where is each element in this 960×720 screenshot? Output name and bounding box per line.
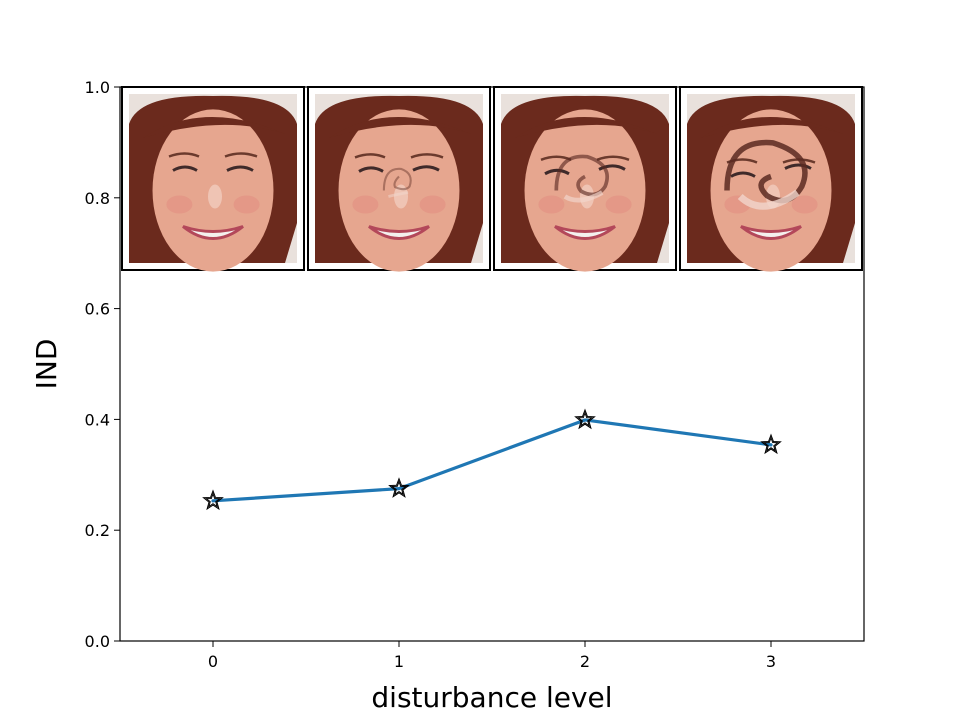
cheek bbox=[538, 195, 565, 214]
mouth bbox=[554, 225, 616, 240]
y-axis-title: IND bbox=[30, 339, 63, 390]
data-point-star bbox=[202, 489, 224, 511]
eyebrow bbox=[410, 153, 444, 159]
face-thumbnails bbox=[121, 86, 863, 272]
cheek bbox=[791, 195, 818, 214]
x-tick-label: 0 bbox=[208, 652, 218, 671]
series-line bbox=[211, 418, 773, 503]
bangs bbox=[329, 116, 471, 138]
swirl-distortion bbox=[724, 139, 808, 204]
face-thumbnail bbox=[679, 86, 863, 272]
cheek bbox=[352, 195, 379, 214]
series-layer bbox=[202, 408, 782, 511]
mouth bbox=[368, 225, 430, 240]
cheek bbox=[419, 195, 446, 214]
y-tick-label: 0.6 bbox=[85, 300, 110, 319]
x-axis-title: disturbance level bbox=[371, 681, 612, 714]
y-tick-label: 0.2 bbox=[85, 521, 110, 540]
x-tick-label: 2 bbox=[580, 652, 590, 671]
face-thumbnail bbox=[307, 86, 491, 272]
eye bbox=[358, 166, 384, 173]
mouth bbox=[740, 225, 802, 240]
data-point-star-inner bbox=[204, 492, 222, 508]
eyebrow bbox=[354, 153, 386, 159]
eye bbox=[784, 163, 812, 170]
y-tick-label: 0.0 bbox=[85, 632, 110, 651]
eye bbox=[544, 168, 570, 176]
data-point-star bbox=[574, 408, 596, 430]
cheek bbox=[166, 195, 193, 214]
data-point-star bbox=[388, 477, 410, 498]
cheek bbox=[233, 195, 260, 214]
swirl-highlight bbox=[388, 191, 409, 198]
bangs bbox=[515, 116, 657, 138]
cheek bbox=[605, 195, 632, 214]
y-axis: 0.0 0.2 0.4 0.6 0.8 1.0 bbox=[85, 78, 120, 651]
x-axis: 0 1 2 3 bbox=[208, 641, 776, 671]
data-point-star-inner bbox=[390, 480, 408, 496]
x-tick-label: 3 bbox=[766, 652, 776, 671]
data-point-star-inner bbox=[762, 436, 780, 452]
eye bbox=[412, 165, 440, 172]
bangs bbox=[143, 116, 285, 138]
nose bbox=[394, 184, 408, 209]
y-tick-label: 1.0 bbox=[85, 78, 110, 97]
x-tick-label: 1 bbox=[394, 652, 404, 671]
eye bbox=[730, 171, 756, 178]
face-thumbnail bbox=[121, 86, 305, 272]
y-tick-label: 0.8 bbox=[85, 189, 110, 208]
eye bbox=[226, 165, 254, 172]
swirl-distortion bbox=[554, 154, 610, 197]
face-thumbnail bbox=[493, 86, 677, 272]
data-point-star-inner bbox=[576, 411, 594, 427]
nose bbox=[208, 184, 222, 209]
bangs bbox=[701, 116, 843, 138]
swirl-distortion bbox=[382, 167, 412, 191]
eye bbox=[598, 164, 626, 171]
y-tick-label: 0.4 bbox=[85, 410, 110, 429]
eyebrow bbox=[596, 155, 630, 161]
swirl-highlight bbox=[737, 189, 800, 210]
mouth bbox=[182, 225, 244, 240]
eyebrow bbox=[168, 152, 200, 158]
eye bbox=[172, 165, 198, 172]
eyebrow bbox=[224, 152, 258, 158]
swirl-highlight bbox=[563, 190, 604, 203]
data-point-star bbox=[760, 433, 782, 455]
